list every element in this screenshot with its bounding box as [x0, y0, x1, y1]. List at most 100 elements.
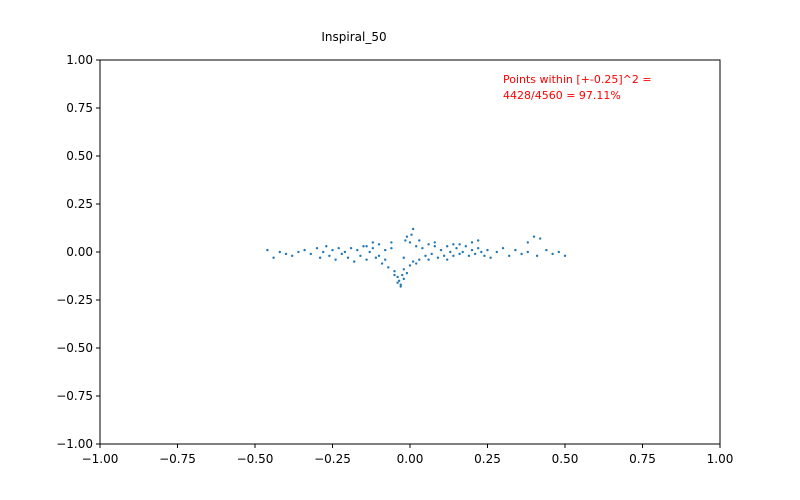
- x-tick-label: 0.25: [474, 452, 501, 466]
- data-point: [405, 271, 409, 275]
- data-point: [397, 279, 401, 282]
- data-point: [402, 256, 405, 259]
- data-point: [325, 245, 328, 248]
- data-point: [362, 245, 365, 248]
- data-point: [563, 254, 567, 258]
- plot-area: [100, 60, 720, 444]
- data-point: [365, 258, 368, 261]
- data-point: [377, 254, 381, 258]
- x-tick-label: 1.00: [707, 452, 734, 466]
- data-point: [436, 256, 440, 259]
- x-tick-label: −0.50: [237, 452, 274, 466]
- y-tick-label: 0.00: [66, 245, 93, 259]
- data-point: [418, 258, 421, 261]
- data-point: [424, 254, 427, 258]
- data-point: [278, 250, 281, 254]
- data-points: [266, 227, 567, 288]
- data-point: [449, 250, 452, 254]
- data-point: [545, 248, 548, 252]
- data-point: [470, 248, 474, 252]
- data-point: [433, 245, 436, 248]
- data-point: [557, 250, 560, 254]
- data-point: [359, 254, 362, 258]
- data-point: [520, 252, 523, 256]
- data-point: [322, 250, 325, 254]
- data-point: [415, 262, 418, 265]
- data-point: [410, 233, 413, 236]
- data-point: [404, 239, 407, 242]
- data-point: [480, 250, 483, 254]
- data-point: [532, 235, 536, 238]
- data-point: [452, 243, 455, 246]
- data-point: [461, 250, 464, 254]
- data-point: [489, 256, 492, 259]
- data-point: [408, 241, 412, 244]
- data-point: [427, 258, 430, 261]
- chart-title: Inspiral_50: [321, 30, 386, 44]
- data-point: [514, 248, 517, 252]
- x-tick-label: 0.75: [629, 452, 656, 466]
- data-point: [356, 248, 359, 252]
- annotation-line-1: Points within [+-0.25]^2 =: [503, 73, 652, 86]
- x-tick-label: −1.00: [82, 452, 119, 466]
- data-point: [486, 248, 489, 252]
- data-point: [421, 246, 424, 250]
- data-point: [402, 268, 405, 271]
- data-point: [365, 245, 368, 248]
- y-tick-label: −1.00: [56, 437, 93, 451]
- data-point: [442, 254, 446, 258]
- data-point: [390, 241, 393, 244]
- data-point: [353, 260, 356, 263]
- data-point: [539, 237, 542, 240]
- data-point: [477, 239, 480, 242]
- y-axis: 1.00 0.75 0.50 0.25 0.00 −0.25 −0.50 −0.75 −1.00: [56, 53, 100, 451]
- data-point: [446, 258, 449, 261]
- data-point: [384, 248, 387, 252]
- data-point: [384, 258, 387, 261]
- data-point: [477, 246, 480, 250]
- data-point: [411, 260, 415, 263]
- data-point: [272, 256, 275, 259]
- data-point: [399, 285, 402, 288]
- data-point: [501, 246, 505, 250]
- y-tick-label: −0.25: [56, 293, 93, 307]
- data-point: [470, 241, 474, 244]
- data-point: [467, 254, 471, 258]
- data-point: [377, 243, 381, 246]
- data-point: [291, 254, 294, 258]
- x-axis: −1.00 −0.75 −0.50 −0.25 0.00 0.25 0.50 0.75 1.00: [82, 444, 734, 466]
- data-point: [371, 246, 374, 250]
- data-point: [433, 241, 436, 244]
- data-point: [427, 243, 430, 246]
- data-point: [380, 262, 384, 265]
- data-point: [337, 246, 340, 250]
- data-point: [374, 256, 378, 259]
- data-point: [393, 270, 396, 273]
- data-point: [309, 252, 312, 256]
- data-point: [387, 266, 390, 269]
- data-point: [315, 246, 319, 250]
- x-tick-label: −0.25: [314, 452, 351, 466]
- data-point: [318, 256, 322, 259]
- data-point: [430, 252, 433, 256]
- y-tick-label: −0.75: [56, 389, 93, 403]
- data-point: [405, 235, 409, 238]
- data-point: [346, 256, 350, 259]
- data-point: [508, 254, 511, 258]
- x-tick-label: 0.00: [397, 452, 424, 466]
- data-point: [399, 283, 402, 286]
- data-point: [343, 250, 347, 254]
- data-point: [526, 241, 529, 244]
- data-point: [393, 273, 396, 277]
- data-point: [464, 245, 467, 248]
- data-point: [455, 246, 458, 250]
- data-point: [303, 248, 306, 252]
- y-tick-label: 0.75: [66, 101, 93, 115]
- data-point: [402, 277, 405, 281]
- y-tick-label: 0.50: [66, 149, 93, 163]
- data-point: [418, 239, 421, 242]
- data-point: [473, 252, 477, 256]
- data-point: [331, 248, 334, 252]
- data-point: [349, 246, 353, 250]
